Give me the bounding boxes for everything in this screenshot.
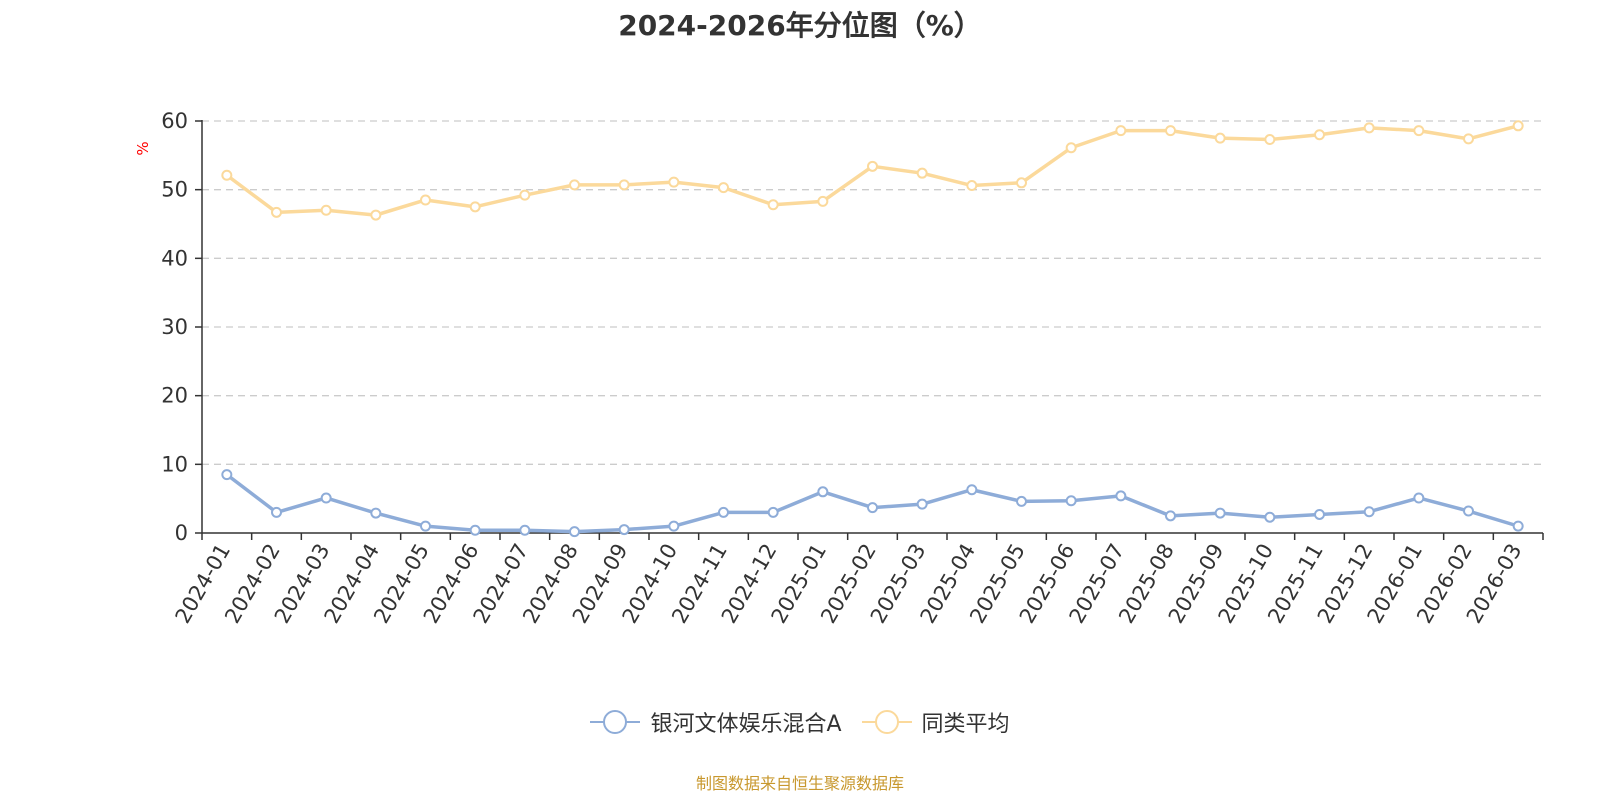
data-point-s1-2024-02 [271, 206, 282, 218]
data-point-s1-2025-06 [1065, 142, 1077, 154]
data-point-s0-2024-04 [370, 507, 382, 519]
data-point-s0-2026-03 [1512, 520, 1524, 532]
data-point-s0-2024-06 [469, 524, 481, 536]
data-point-s0-2024-11 [718, 506, 729, 518]
y-tick-label-0: 0 [175, 521, 188, 545]
data-point-s1-2026-02 [1463, 133, 1474, 145]
data-point-s0-2025-10 [1264, 511, 1276, 523]
data-point-s0-2024-02 [271, 506, 282, 518]
data-point-s0-2025-09 [1214, 507, 1226, 519]
data-point-s0-2024-12 [767, 506, 779, 518]
data-point-s0-2024-10 [668, 520, 680, 532]
data-point-s1-2026-03 [1512, 120, 1524, 132]
data-point-s1-2026-01 [1413, 125, 1425, 137]
data-point-s0-2024-09 [618, 524, 630, 536]
data-source-note: 制图数据来自恒生聚源数据库 [695, 774, 904, 793]
data-point-s1-2024-12 [767, 199, 779, 211]
data-point-s1-2025-09 [1214, 132, 1226, 144]
data-point-s1-2024-01 [221, 169, 233, 181]
data-point-s1-2025-02 [867, 160, 878, 172]
data-point-s1-2024-08 [569, 179, 580, 191]
data-point-s0-2025-12 [1363, 506, 1375, 518]
y-tick-label-30: 30 [161, 315, 188, 339]
data-point-s1-2024-09 [618, 179, 630, 191]
data-point-s1-2024-06 [469, 201, 481, 213]
data-point-s0-2025-06 [1065, 495, 1077, 507]
data-point-s1-2025-10 [1264, 134, 1276, 146]
legend: 银河文体娱乐混合A 同类平均 [0, 706, 1600, 738]
data-point-s1-2024-07 [519, 189, 531, 201]
data-point-s1-2024-10 [668, 176, 680, 188]
data-point-s0-2025-07 [1115, 490, 1127, 502]
data-point-s1-2024-03 [320, 204, 332, 216]
data-point-s0-2024-03 [320, 492, 332, 504]
data-point-s0-2025-01 [817, 486, 829, 498]
data-point-s1-2024-11 [718, 182, 729, 194]
y-tick-label-60: 60 [161, 109, 188, 133]
data-point-s1-2025-11 [1314, 129, 1325, 141]
data-point-s0-2026-02 [1463, 505, 1474, 517]
data-point-s1-2024-05 [420, 194, 431, 206]
chart-title: 2024-2026年分位图（%） [618, 9, 982, 42]
data-point-s0-2025-05 [1016, 495, 1027, 507]
data-point-s1-2024-04 [370, 209, 382, 221]
y-axis-unit-label: % [134, 141, 152, 155]
legend-marker-series-0-icon [590, 710, 641, 734]
legend-label-series-1: 同类平均 [921, 712, 1010, 737]
y-tick-label-20: 20 [161, 384, 188, 408]
data-point-s0-2024-01 [221, 469, 233, 481]
data-point-s1-2025-12 [1363, 122, 1375, 134]
legend-item-series-0[interactable]: 银河文体娱乐混合A [590, 706, 842, 738]
y-tick-label-50: 50 [161, 178, 188, 202]
data-point-s0-2025-03 [916, 498, 928, 510]
data-point-s1-2025-08 [1165, 125, 1176, 137]
data-point-s1-2025-01 [817, 195, 829, 207]
data-point-s1-2025-04 [966, 180, 978, 192]
legend-item-series-1[interactable]: 同类平均 [861, 706, 1010, 738]
data-point-s0-2024-07 [519, 524, 531, 536]
y-tick-label-40: 40 [161, 246, 188, 270]
data-point-s1-2025-03 [916, 167, 928, 179]
data-point-s0-2024-05 [420, 520, 431, 532]
data-point-s0-2024-08 [569, 526, 580, 538]
data-point-s0-2025-02 [867, 502, 878, 514]
legend-label-series-0: 银河文体娱乐混合A [650, 712, 842, 737]
line-chart: 0102030405060%2024-012024-022024-032024-… [134, 109, 1544, 627]
legend-marker-series-1-icon [861, 710, 912, 734]
y-tick-label-10: 10 [161, 452, 188, 476]
data-point-s0-2025-04 [966, 484, 978, 496]
data-point-s0-2025-08 [1165, 510, 1176, 522]
data-point-s1-2025-05 [1016, 177, 1027, 189]
data-point-s0-2026-01 [1413, 492, 1425, 504]
data-point-s1-2025-07 [1115, 125, 1127, 137]
data-point-s0-2025-11 [1314, 508, 1325, 520]
